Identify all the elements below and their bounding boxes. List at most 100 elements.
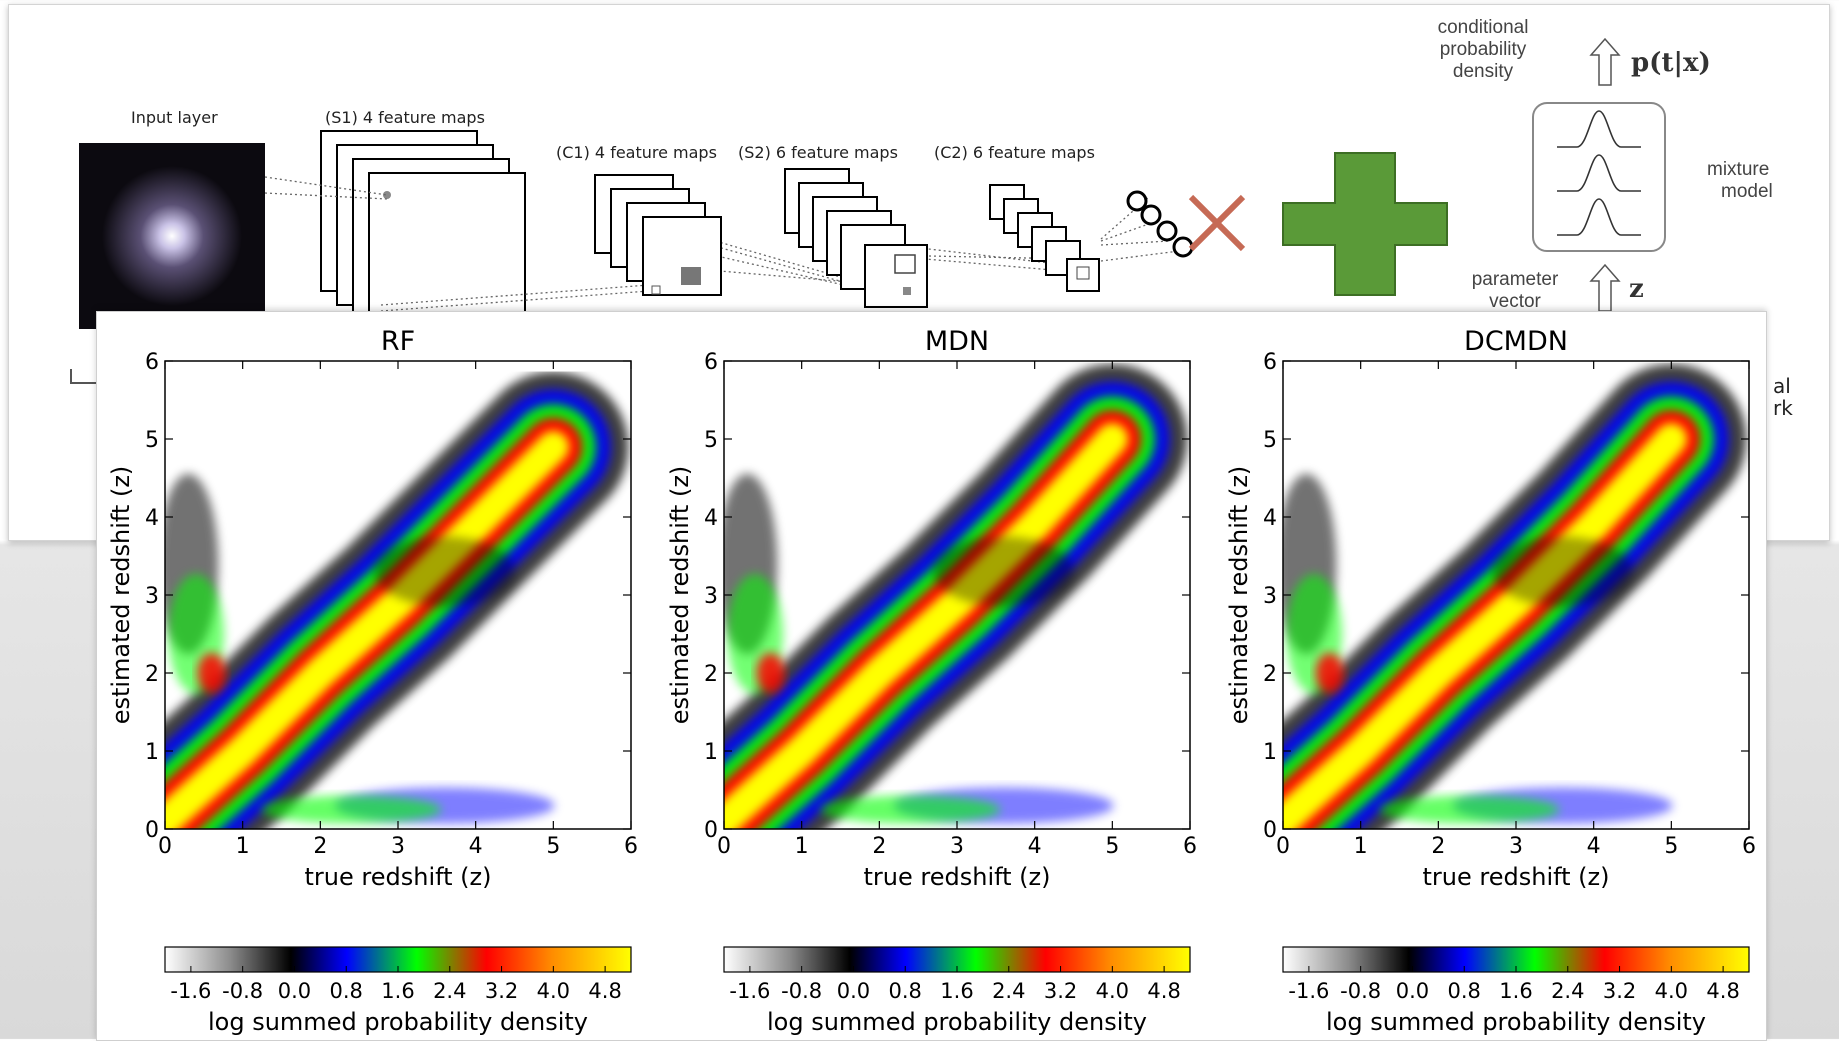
parameter-line-1: parameter [1472, 269, 1559, 290]
x-tick-label: 1 [1354, 834, 1368, 859]
y-tick-label: 5 [704, 428, 718, 453]
c1-kernel [681, 267, 701, 285]
x-axis-label: true redshift (z) [305, 863, 492, 891]
x-tick-label: 0 [158, 834, 172, 859]
outlier-core [197, 653, 226, 693]
diagram-canvas: Input layer (S1) 4 feature maps (C1) 4 f… [70, 17, 1793, 420]
density-layers [165, 371, 629, 829]
x-tick-label: 1 [795, 834, 809, 859]
y-tick-label: 3 [1263, 584, 1277, 609]
y-axis-label: estimated redshift (z) [1225, 466, 1253, 725]
s2-kernel-small [903, 287, 911, 295]
x-tick-label: 6 [1183, 834, 1197, 859]
up-arrow-top-icon [1589, 37, 1621, 86]
colorbar-tick-label: 4.8 [1706, 979, 1739, 1003]
colorbar-tick-label: 4.0 [1096, 979, 1129, 1003]
s2-feature-maps [784, 168, 928, 308]
colorbar-tick-label: 0.0 [278, 979, 311, 1003]
x-axis-label: true redshift (z) [1423, 863, 1610, 891]
y-tick-label: 1 [145, 740, 159, 765]
parameter-line-2: vector [1489, 291, 1541, 312]
x-tick-label: 5 [1664, 834, 1678, 859]
y-tick-label: 6 [704, 350, 718, 375]
colorbar-tick-label: 2.4 [433, 979, 466, 1003]
y-tick-label: 6 [145, 350, 159, 375]
colorbar-tick-label: 0.0 [837, 979, 870, 1003]
y-tick-label: 4 [1263, 506, 1277, 531]
y-tick-label: 4 [145, 506, 159, 531]
y-tick-label: 1 [1263, 740, 1277, 765]
y-tick-label: 2 [145, 662, 159, 687]
outlier-core [1315, 653, 1344, 693]
heatmap-panel-3: 0 1 2 3 4 5 6 0 1 2 3 4 5 6 DCMDN true redshift (z) esti… [1225, 326, 1756, 1036]
colorbar-tick-label: -0.8 [781, 979, 822, 1003]
conditional-line-3: density [1453, 61, 1514, 82]
panel-title: MDN [925, 326, 989, 357]
colorbar-tick-label: -0.8 [1340, 979, 1381, 1003]
heatmap-figure-svg: 0 1 2 3 4 5 6 0 1 2 3 4 5 6 RF true redshift (z) estimat… [107, 326, 1756, 1036]
heatmap-figure: 0 1 2 3 4 5 6 0 1 2 3 4 5 6 RF true redshift (z) estimat… [96, 311, 1767, 1041]
c2-label: (C2) 6 feature maps [934, 143, 1095, 162]
x-tick-label: 2 [872, 834, 886, 859]
c2-feature-maps [989, 184, 1100, 292]
x-tick-label: 6 [1742, 834, 1756, 859]
x-tick-label: 4 [469, 834, 483, 859]
colorbar-label: log summed probability density [767, 1008, 1147, 1036]
removed-cross-icon [1188, 194, 1246, 252]
outlier-core [756, 653, 785, 693]
gaussian-curves [1557, 110, 1641, 236]
upper-scatter [933, 536, 1074, 607]
x-tick-label: 3 [950, 834, 964, 859]
colorbar-tick-label: 0.8 [1448, 979, 1481, 1003]
input-layer-label: Input layer [131, 108, 218, 127]
s1-label: (S1) 4 feature maps [325, 108, 485, 127]
y-tick-label: 4 [704, 506, 718, 531]
conditional-line-1: conditional [1438, 17, 1529, 38]
x-tick-label: 2 [1431, 834, 1445, 859]
c2-kernel [1076, 266, 1090, 280]
colorbar-tick-label: 0.0 [1396, 979, 1429, 1003]
colorbar-tick-label: -1.6 [1288, 979, 1329, 1003]
colorbar-label: log summed probability density [1326, 1008, 1706, 1036]
z-vector: z [1629, 274, 1644, 304]
c1-feature-maps [594, 174, 722, 296]
clipped-text-1: al [1773, 374, 1791, 398]
x-tick-label: 1 [236, 834, 250, 859]
conditional-line-2: probability [1440, 39, 1527, 60]
colorbar-tick-label: -1.6 [729, 979, 770, 1003]
colorbar-tick-label: 4.0 [537, 979, 570, 1003]
colorbar-tick-label: 3.2 [1603, 979, 1636, 1003]
x-tick-label: 6 [624, 834, 638, 859]
mixture-line-2: model [1721, 181, 1773, 202]
colorbar-tick-label: 4.8 [1147, 979, 1180, 1003]
s1-feature-maps [320, 130, 526, 334]
up-arrow-bottom-icon [1589, 263, 1621, 312]
colorbar-tick-label: -0.8 [222, 979, 263, 1003]
colorbar-tick-label: 1.6 [940, 979, 973, 1003]
y-tick-label: 5 [1263, 428, 1277, 453]
catastrophic-tail-inner [820, 795, 1001, 824]
upper-scatter [1492, 536, 1633, 607]
clipped-bracket [70, 369, 97, 384]
colorbar-tick-label: 4.0 [1655, 979, 1688, 1003]
y-tick-label: 0 [1263, 818, 1277, 843]
plus-icon [1282, 152, 1448, 296]
x-tick-label: 4 [1587, 834, 1601, 859]
colorbar-tick-label: 0.8 [889, 979, 922, 1003]
y-tick-label: 2 [1263, 662, 1277, 687]
s2-label: (S2) 6 feature maps [738, 143, 898, 162]
clipped-text-2: rk [1773, 396, 1793, 420]
ridge-band-5 [1283, 423, 1688, 829]
density-layers [1283, 364, 1747, 829]
x-tick-label: 5 [546, 834, 560, 859]
ridge-band-5 [165, 430, 570, 829]
y-tick-label: 2 [704, 662, 718, 687]
c1-label: (C1) 4 feature maps [556, 143, 717, 162]
y-axis-label: estimated redshift (z) [666, 466, 694, 725]
mixture-model-box [1532, 102, 1666, 252]
colorbar-tick-label: 0.8 [330, 979, 363, 1003]
y-tick-label: 6 [1263, 350, 1277, 375]
x-tick-label: 0 [1276, 834, 1290, 859]
